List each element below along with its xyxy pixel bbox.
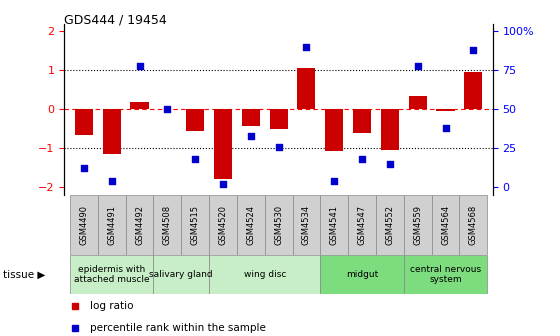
Bar [237, 195, 265, 255]
Point [190, 156, 199, 162]
Bar [70, 255, 153, 294]
Text: GSM4492: GSM4492 [135, 205, 144, 245]
Text: GDS444 / 19454: GDS444 / 19454 [64, 13, 167, 27]
Text: GSM4524: GSM4524 [246, 205, 255, 245]
Point [469, 47, 478, 53]
Bar [409, 95, 427, 109]
Text: GSM4547: GSM4547 [357, 205, 367, 245]
Text: central nervous
system: central nervous system [410, 265, 481, 284]
Bar [75, 109, 93, 134]
Text: GSM4490: GSM4490 [80, 205, 88, 245]
Bar [459, 195, 487, 255]
Bar [209, 255, 320, 294]
Point [385, 161, 394, 166]
Text: log ratio: log ratio [90, 301, 134, 311]
Point [441, 125, 450, 131]
Bar [404, 255, 487, 294]
Point [274, 144, 283, 149]
Bar [214, 109, 232, 178]
Text: GSM4564: GSM4564 [441, 205, 450, 245]
Bar [209, 195, 237, 255]
Bar [353, 109, 371, 133]
Bar [102, 109, 121, 154]
Point [302, 44, 311, 50]
Text: salivary gland: salivary gland [150, 270, 213, 279]
Bar [125, 195, 153, 255]
Bar [98, 195, 125, 255]
Bar [265, 195, 292, 255]
Text: GSM4520: GSM4520 [218, 205, 227, 245]
Text: wing disc: wing disc [244, 270, 286, 279]
Bar [269, 109, 288, 129]
Bar [348, 195, 376, 255]
Bar [436, 109, 455, 111]
Point [135, 63, 144, 68]
Bar [404, 195, 432, 255]
Bar [320, 195, 348, 255]
Bar [325, 109, 343, 151]
Bar [432, 195, 459, 255]
Text: GSM4541: GSM4541 [330, 205, 339, 245]
Bar [376, 195, 404, 255]
Point [163, 107, 172, 112]
Text: GSM4534: GSM4534 [302, 205, 311, 245]
Point [358, 156, 367, 162]
Text: GSM4530: GSM4530 [274, 205, 283, 245]
Bar [381, 109, 399, 150]
Bar [181, 195, 209, 255]
Bar [186, 109, 204, 131]
Bar [242, 109, 260, 126]
Bar [130, 102, 148, 109]
Text: midgut: midgut [346, 270, 378, 279]
Text: GSM4568: GSM4568 [469, 205, 478, 245]
Text: GSM4552: GSM4552 [385, 205, 394, 245]
Point [246, 133, 255, 138]
Text: epidermis with
attached muscle: epidermis with attached muscle [74, 265, 150, 284]
Bar [292, 195, 320, 255]
Bar [464, 72, 482, 109]
Point [413, 63, 422, 68]
Text: GSM4515: GSM4515 [190, 205, 200, 245]
Text: GSM4508: GSM4508 [163, 205, 172, 245]
Text: tissue ▶: tissue ▶ [3, 270, 45, 280]
Bar [297, 68, 315, 109]
Bar [153, 195, 181, 255]
Text: GSM4491: GSM4491 [107, 205, 116, 245]
Text: percentile rank within the sample: percentile rank within the sample [90, 323, 266, 333]
Text: GSM4559: GSM4559 [413, 205, 422, 245]
Point [218, 181, 227, 187]
Point [330, 178, 339, 183]
Bar [70, 195, 98, 255]
Point [80, 166, 88, 171]
Point [107, 178, 116, 183]
Bar [320, 255, 404, 294]
Bar [153, 255, 209, 294]
